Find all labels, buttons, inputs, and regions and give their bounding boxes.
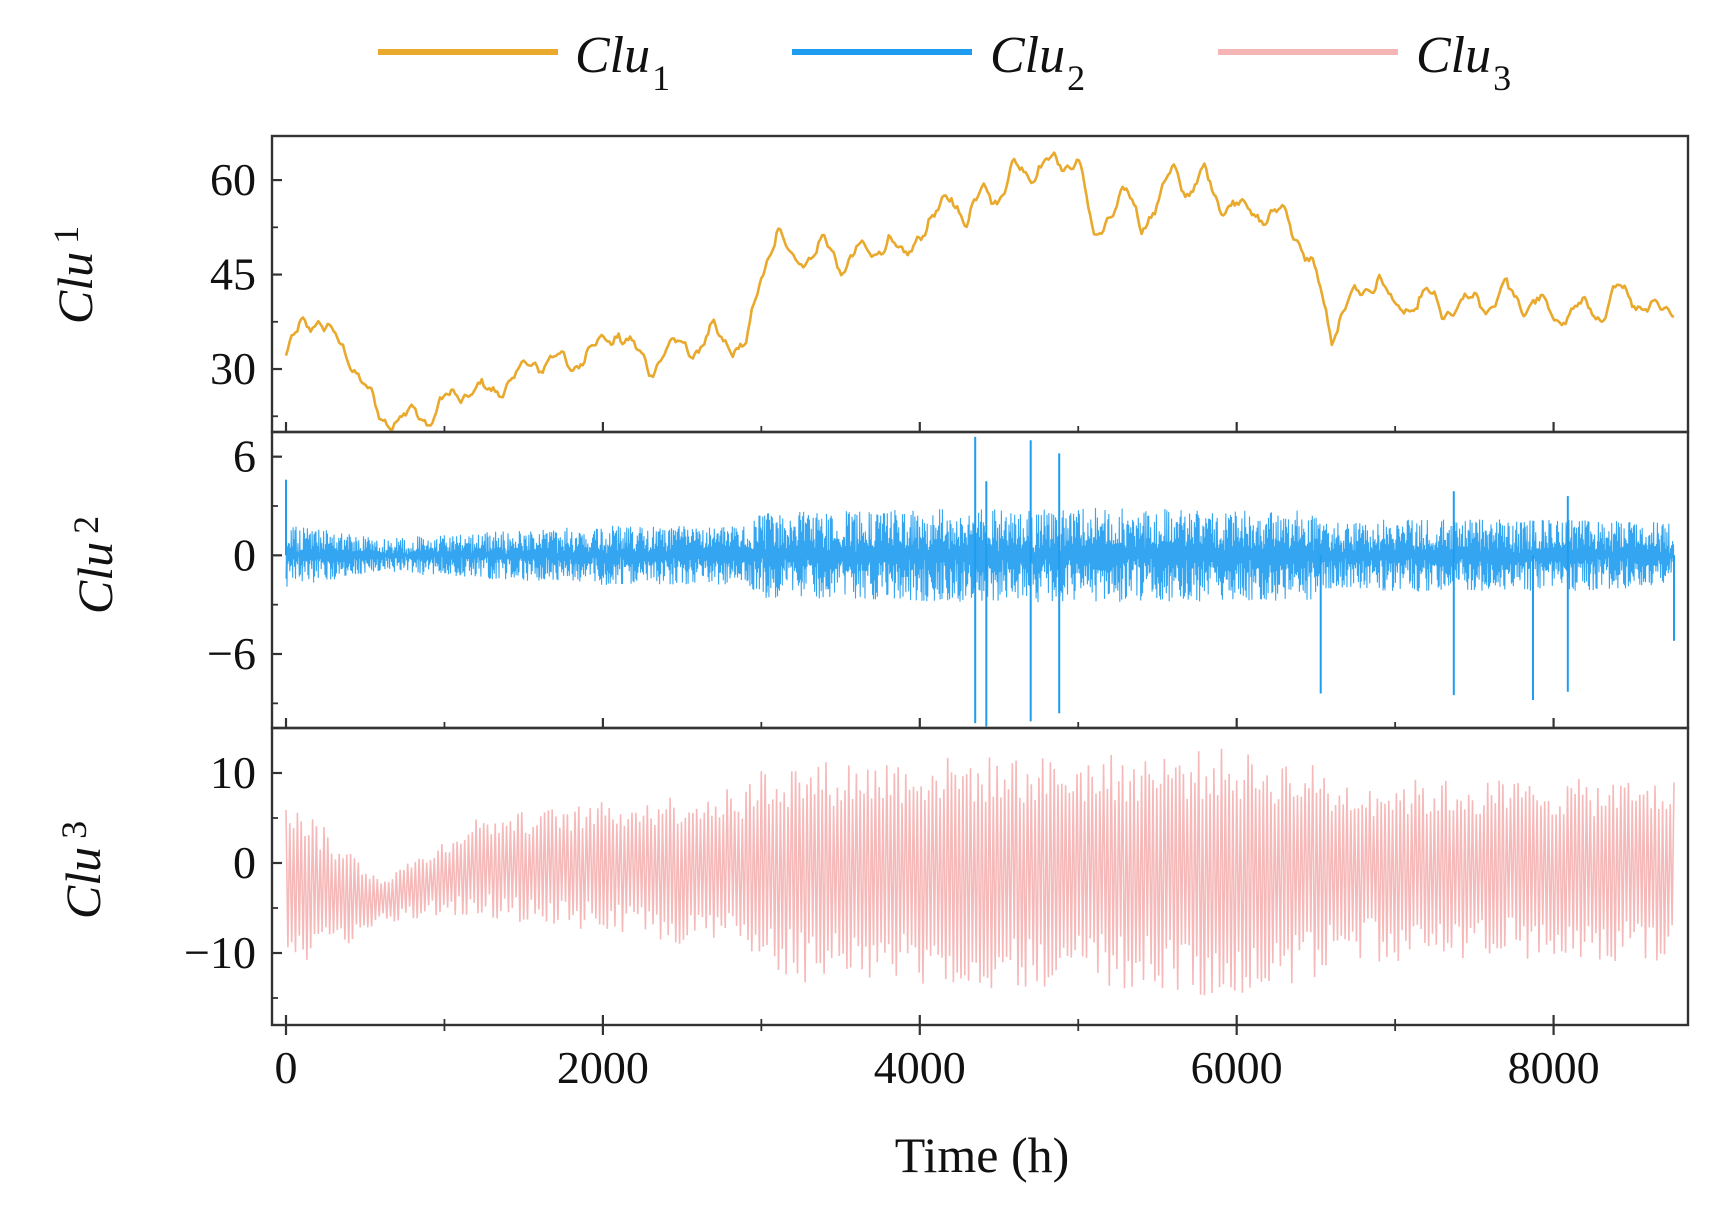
legend: Clu1 Clu2 Clu3 bbox=[378, 27, 1511, 98]
y-tick-label-clu1-0: 30 bbox=[210, 343, 256, 394]
y-tick-label-clu3-1: 0 bbox=[233, 837, 256, 888]
legend-item-clu1: Clu1 bbox=[378, 27, 670, 98]
x-axis-title: Time (h) bbox=[895, 1127, 1070, 1183]
y-tick-label-clu1-2: 60 bbox=[210, 154, 256, 205]
series-clu3 bbox=[285, 748, 1675, 996]
y-tick-label-clu1-1: 45 bbox=[210, 249, 256, 300]
x-tick-label-4: 8000 bbox=[1508, 1042, 1600, 1093]
x-tick-label-0: 0 bbox=[275, 1042, 298, 1093]
panel-clu3: −10 0 10 0 2000 4000 6000 8000 bbox=[184, 726, 1690, 1093]
legend-label-clu2: Clu2 bbox=[990, 27, 1085, 98]
y-tick-label-clu2-1: 0 bbox=[233, 529, 256, 580]
y-axis-title-clu3: Clu3 bbox=[54, 821, 111, 919]
y-tick-label-clu3-2: 10 bbox=[210, 747, 256, 798]
y-tick-label-clu3-0: −10 bbox=[184, 927, 256, 978]
x-tick-label-2: 4000 bbox=[874, 1042, 966, 1093]
line-clu2 bbox=[285, 507, 1675, 603]
legend-label-clu1: Clu1 bbox=[575, 27, 670, 98]
legend-label-clu3: Clu3 bbox=[1416, 27, 1511, 98]
y-axis-title-clu1: Clu1 bbox=[46, 226, 103, 324]
legend-item-clu3: Clu3 bbox=[1218, 27, 1511, 98]
y-tick-label-clu2-0: −6 bbox=[207, 628, 256, 679]
line-clu1 bbox=[284, 151, 1675, 431]
line-clu3 bbox=[285, 748, 1675, 996]
y-axis-title-clu2: Clu2 bbox=[66, 516, 123, 614]
plot-frame-3 bbox=[270, 726, 1690, 1027]
series-clu2 bbox=[285, 436, 1675, 727]
x-tick-label-3: 6000 bbox=[1191, 1042, 1283, 1093]
y-tick-label-clu2-2: 6 bbox=[233, 431, 256, 482]
panel-clu1: 30 45 60 bbox=[210, 134, 1690, 434]
legend-item-clu2: Clu2 bbox=[792, 27, 1085, 98]
series-clu1 bbox=[284, 151, 1675, 431]
panel-clu2: −6 0 6 bbox=[207, 431, 1690, 730]
x-tick-label-1: 2000 bbox=[557, 1042, 649, 1093]
